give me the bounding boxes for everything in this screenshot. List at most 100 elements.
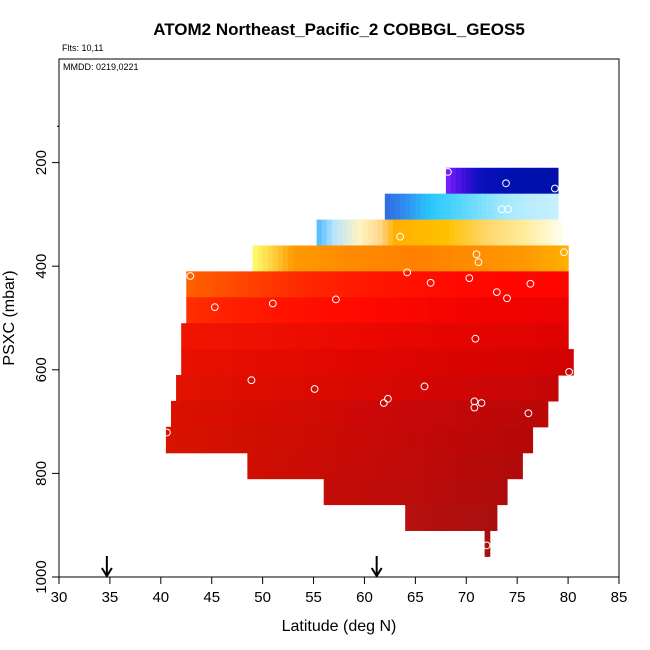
- heatmap-cell: [389, 297, 396, 324]
- heatmap-cell: [349, 426, 355, 454]
- heatmap-cell: [430, 426, 437, 454]
- heatmap-cell: [476, 426, 483, 454]
- heatmap-cell: [486, 297, 493, 324]
- heatmap-cell: [568, 349, 574, 376]
- heatmap-cell: [512, 452, 518, 480]
- heatmap-cell: [484, 219, 491, 247]
- heatmap-cell: [216, 400, 223, 428]
- heatmap-cell: [313, 271, 320, 298]
- heatmap-cell: [272, 400, 279, 428]
- heatmap-cell: [318, 271, 325, 298]
- heatmap-cell: [415, 297, 422, 324]
- heatmap-cell: [221, 426, 228, 454]
- heatmap-cell: [262, 400, 269, 428]
- heatmap-cell: [420, 374, 427, 402]
- heatmap-cell: [247, 374, 254, 402]
- heatmap-cell: [344, 297, 350, 324]
- heatmap-cell: [186, 400, 192, 428]
- heatmap-cell: [227, 271, 233, 298]
- heatmap-cell: [206, 400, 213, 428]
- heatmap-cell: [328, 349, 335, 376]
- heatmap-cell: [293, 323, 299, 350]
- heatmap-cell: [400, 400, 406, 428]
- heatmap-cell: [527, 245, 534, 272]
- heatmap-cell: [456, 349, 462, 376]
- heatmap-cell: [272, 297, 279, 324]
- heatmap-cell: [196, 271, 203, 298]
- heatmap-cell: [552, 297, 559, 324]
- heatmap-cell: [367, 219, 374, 247]
- heatmap-cell: [491, 245, 498, 272]
- heatmap-cell: [405, 297, 411, 324]
- flight-arrows: [101, 556, 383, 578]
- heatmap-cell: [196, 426, 203, 454]
- heatmap-cell: [384, 400, 391, 428]
- heatmap-cell: [552, 323, 559, 350]
- heatmap-cell: [165, 426, 172, 454]
- heatmap-cell: [537, 323, 544, 350]
- heatmap-cell: [333, 478, 340, 506]
- heatmap-cell: [349, 478, 355, 506]
- observation-point: [502, 179, 510, 188]
- heatmap-cell: [445, 349, 452, 376]
- heatmap-cell: [389, 323, 396, 350]
- heatmap-cell: [420, 478, 427, 506]
- heatmap-cell: [507, 452, 513, 480]
- heatmap-cell: [369, 271, 376, 298]
- heatmap-cell: [433, 219, 440, 247]
- heatmap-cell: [359, 478, 366, 506]
- heatmap-cell: [369, 374, 376, 402]
- heatmap-cell: [552, 374, 559, 402]
- heatmap-cell: [277, 400, 284, 428]
- heatmap-cell: [410, 400, 416, 428]
- heatmap-cell: [339, 426, 345, 454]
- heatmap-cell: [283, 452, 289, 480]
- heatmap-cell: [354, 323, 360, 350]
- heatmap-cell: [379, 349, 386, 376]
- heatmap-cell: [227, 297, 233, 324]
- heatmap-cell: [557, 297, 564, 324]
- heatmap-cell: [339, 478, 345, 506]
- heatmap-cell: [339, 245, 345, 272]
- heatmap-cell: [201, 400, 208, 428]
- heatmap-cell: [456, 271, 462, 298]
- heatmap-cell: [557, 245, 564, 272]
- heatmap-cell: [532, 297, 539, 324]
- heatmap-cell: [379, 400, 386, 428]
- heatmap-cell: [522, 426, 528, 454]
- heatmap-cell: [349, 400, 355, 428]
- heatmap-cell: [344, 426, 350, 454]
- heatmap-cell: [491, 297, 498, 324]
- heatmap-cell: [374, 349, 381, 376]
- heatmap-cell: [372, 219, 379, 247]
- observation-point: [504, 205, 512, 214]
- heatmap-cell: [491, 426, 498, 454]
- heatmap-cell: [272, 452, 279, 480]
- heatmap-cell: [466, 478, 472, 506]
- heatmap-cell: [221, 349, 228, 376]
- heatmap-cell: [547, 271, 554, 298]
- heatmap-cell: [445, 504, 452, 531]
- heatmap-cell: [342, 219, 348, 247]
- y-axis: 200 400 600 800 1000: [33, 59, 60, 594]
- heatmap-cell: [410, 297, 416, 324]
- heatmap-cell: [395, 452, 401, 480]
- heatmap-cell: [400, 297, 406, 324]
- heatmap-cell: [435, 452, 442, 480]
- heatmap-cell: [352, 219, 358, 247]
- heatmap-cell: [308, 297, 315, 324]
- heatmap-cell: [517, 297, 523, 324]
- heatmap-cell: [191, 426, 198, 454]
- heatmap-cell: [440, 297, 447, 324]
- heatmap-cell: [440, 452, 447, 480]
- observation-point: [565, 368, 573, 376]
- heatmap-cell: [211, 374, 218, 402]
- heatmap-cell: [283, 245, 289, 272]
- heatmap-cell: [186, 349, 192, 376]
- heatmap-cell: [364, 400, 371, 428]
- heatmap-cell: [443, 219, 450, 247]
- heatmap-cell: [481, 297, 488, 324]
- heatmap-cell: [501, 400, 508, 428]
- heatmap-cell: [374, 400, 381, 428]
- heatmap-cell: [395, 193, 401, 221]
